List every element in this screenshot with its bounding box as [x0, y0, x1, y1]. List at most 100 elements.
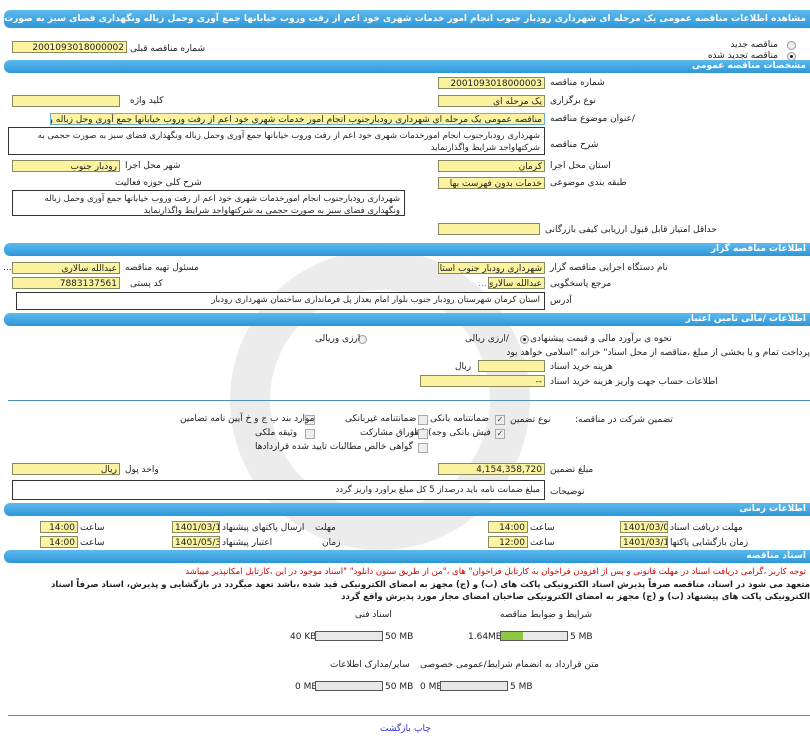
deadline-label: مهلت	[315, 523, 336, 533]
section-documents: اسناد مناقصه	[4, 550, 810, 563]
title-field[interactable]: مناقصه عمومی یک مرحله ای شهرداری رودبارج…	[50, 113, 545, 125]
back-link[interactable]: بازگشت	[380, 724, 411, 734]
guarantee-option-label: وثیقه ملکی	[255, 428, 298, 438]
checkbox-cash[interactable]: ✓	[495, 429, 505, 439]
radio-forex[interactable]	[358, 335, 367, 344]
guarantee-option-label: گواهی خالص مطالبات تایید شده قراردادها	[255, 442, 413, 452]
amount-label: مبلغ تضمین	[550, 465, 594, 475]
tender-number-field[interactable]: 2001093018000003	[438, 77, 545, 89]
file-used: 0 MB	[295, 682, 318, 692]
city-label: شهر محل اجرا	[125, 161, 181, 171]
guarantee-option-label: اوراق مشارکت	[360, 428, 417, 438]
validity-time[interactable]: 14:00	[40, 536, 78, 548]
validity-date[interactable]: 1401/05/31	[172, 536, 220, 548]
renewed-tender-label: مناقصه تجدید شده	[707, 51, 778, 61]
submit-date[interactable]: 1401/03/11	[172, 521, 220, 533]
org-field[interactable]: شهرداری رودبار جنوب استا	[438, 262, 545, 274]
notes-box: مبلغ ضمانت نامه باید درصداز 5 کل مبلغ بر…	[12, 480, 545, 500]
unit-label: واحد پول	[125, 465, 159, 475]
activity-label: شرح کلی حوزه فعالیت	[115, 178, 202, 188]
province-label: استان محل اجرا	[550, 161, 611, 171]
new-tender-label: مناقصه جدید	[730, 40, 778, 50]
guarantee-option-label: ضمانتنامه غیربانکی	[345, 414, 417, 424]
progress-contract	[440, 681, 508, 691]
forex-label: ارزی وریالی	[315, 334, 361, 344]
address-label: آدرس	[550, 296, 572, 306]
hour-label: ساعت	[80, 538, 105, 548]
desc-box: شهرداری رودبارجنوب انجام امورخدمات شهری …	[8, 127, 545, 155]
ref-field[interactable]: عبدالله سالاری مع	[488, 277, 545, 289]
file-label-technical: اسناد فنی	[355, 610, 392, 620]
account-label: اطلاعات حساب جهت واریز هزینه خرید اسناد	[550, 377, 718, 387]
postal-field[interactable]: 7883137561	[12, 277, 120, 289]
postal-label: کد پستی	[130, 279, 163, 289]
estimate-label: نحوه ی برآورد مالی و قیمت پیشنهادی	[530, 334, 672, 344]
file-label-other: سایر/مدارک اطلاعات	[330, 660, 410, 670]
file-label-conditions: شرایط و ضوابط مناقصه	[500, 610, 593, 620]
resp-more[interactable]: ...	[3, 263, 12, 273]
province-field[interactable]: کرمان	[438, 160, 545, 172]
doc-deadline-time[interactable]: 14:00	[488, 521, 528, 533]
resp-field[interactable]: عبدالله سالاری	[12, 262, 120, 274]
org-label: نام دستگاه اجرایی مناقصه گزار	[550, 263, 668, 273]
hour-label: ساعت	[80, 523, 105, 533]
activity-box: شهرداری رودبارجنوب انجام امورخدمات شهری …	[12, 190, 405, 216]
type-label: نوع برگزاری	[550, 96, 596, 106]
progress-technical	[315, 631, 383, 641]
checkbox-clause-guarantee[interactable]	[305, 415, 315, 425]
time-label: زمان	[322, 538, 341, 548]
doc-fee-field[interactable]	[478, 360, 545, 372]
checkbox-bonds[interactable]	[418, 429, 428, 439]
hour-label: ساعت	[530, 523, 555, 533]
min-score-field[interactable]	[438, 223, 540, 235]
section-general: مشخصات مناقصه عمومی	[4, 60, 810, 73]
print-link[interactable]: چاپ	[414, 724, 431, 734]
file-used: 1.64MB	[468, 632, 502, 642]
section-organizer: اطلاعات مناقصه گزار	[4, 243, 810, 256]
resp-label: مسئول تهیه مناقصه	[125, 263, 199, 273]
checkbox-bank-guarantee[interactable]: ✓	[495, 415, 505, 425]
progress-conditions	[500, 631, 568, 641]
radio-new-tender[interactable]	[787, 41, 796, 50]
hour-label: ساعت	[530, 538, 555, 548]
footer-divider	[8, 715, 810, 716]
keyword-label: کلید واژه	[130, 96, 164, 106]
treasury-note: پرداخت تمام و یا بخشی از مبلغ ،مناقصه از…	[506, 348, 810, 358]
category-field[interactable]: خدمات بدون فهرست بها	[438, 177, 545, 189]
doc-deadline-date[interactable]: 1401/03/01	[620, 521, 668, 533]
prev-number-field[interactable]: 2001093018000002	[12, 41, 127, 53]
progress-other	[315, 681, 383, 691]
file-label-contract: متن قرارداد به انضمام شرایط/عمومی خصوصی	[420, 660, 599, 670]
account-field[interactable]: --	[420, 375, 545, 387]
type-field[interactable]: یک مرحله ای	[438, 95, 545, 107]
opening-label: زمان بازگشایی پاکتها	[670, 538, 749, 548]
guarantee-label: تضمین شرکت در مناقصه:	[575, 415, 673, 425]
notes-label: توضیحات	[550, 487, 585, 497]
radio-rial[interactable]	[520, 335, 529, 344]
checkbox-property[interactable]	[305, 429, 315, 439]
page-title: مشاهده اطلاعات مناقصه عمومی یک مرحله ای …	[4, 10, 810, 42]
file-max: 5 MB	[510, 682, 533, 692]
keyword-field[interactable]	[12, 95, 120, 107]
file-max: 50 MB	[385, 682, 414, 692]
rial-label: /ارزی ریالی	[465, 334, 509, 344]
city-field[interactable]: رودبار جنوب	[12, 160, 120, 172]
guarantee-option-label: فیش بانکی وجه) (نقد	[410, 428, 491, 438]
submit-label: ارسال پاکتهای پیشنهاد	[222, 523, 305, 533]
category-label: طبقه بندی موضوعی	[550, 178, 627, 188]
prev-number-label: شماره مناقصه قبلی	[130, 44, 205, 54]
submit-time[interactable]: 14:00	[40, 521, 78, 533]
unit-field[interactable]: ریال	[12, 463, 120, 475]
file-max: 50 MB	[385, 632, 414, 642]
desc-label: شرح مناقصه	[550, 140, 599, 150]
guarantee-type-label: نوع تضمین	[510, 415, 551, 425]
address-box: استان کرمان شهرستان رودبار جنوب بلوار ام…	[16, 292, 545, 310]
ref-more[interactable]: ...	[478, 279, 487, 289]
doc-deadline-label: مهلت دریافت اسناد	[670, 523, 743, 533]
checkbox-nonbank-guarantee[interactable]	[418, 415, 428, 425]
opening-time[interactable]: 12:00	[488, 536, 528, 548]
opening-date[interactable]: 1401/03/12	[620, 536, 668, 548]
amount-field[interactable]: 4,154,358,720	[438, 463, 545, 475]
checkbox-receivables[interactable]	[418, 443, 428, 453]
